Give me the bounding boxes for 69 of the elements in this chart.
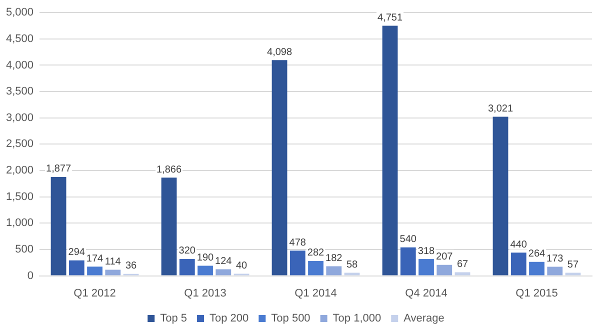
bar: [216, 269, 232, 276]
y-tick-label: 5,000: [6, 6, 34, 19]
data-label: 114: [104, 256, 122, 268]
y-tick-label: 1,500: [6, 190, 34, 203]
y-tick-label: 4,500: [6, 32, 34, 45]
data-label: 207: [436, 252, 454, 263]
data-label: 318: [418, 246, 436, 257]
data-label: 174: [86, 253, 104, 264]
data-label: 4,098: [267, 46, 292, 58]
bar: [105, 270, 121, 276]
data-label: 320: [178, 246, 196, 257]
x-tick-label: Q4 2014: [405, 287, 448, 300]
y-tick-label: 1,000: [6, 217, 34, 230]
bar: [382, 26, 398, 276]
data-label: 540: [400, 234, 417, 246]
bar: [308, 260, 324, 276]
bar: [290, 250, 306, 276]
y-tick-label: 3,000: [6, 112, 34, 124]
y-tick-label: 3,500: [6, 86, 34, 98]
data-label: 190: [196, 252, 214, 264]
data-label: 57: [567, 260, 579, 271]
bar: [400, 247, 416, 276]
bar: [344, 272, 360, 276]
bar: [565, 272, 581, 276]
data-label: 173: [546, 253, 564, 264]
bar: [87, 266, 102, 276]
y-tick-label: 4,000: [6, 59, 34, 72]
legend-label: Top 1,000: [332, 312, 382, 325]
bar: [436, 264, 452, 276]
data-label: 282: [307, 248, 325, 259]
x-tick-label: Q1 2013: [184, 287, 226, 300]
legend-label: Top 500: [271, 312, 310, 325]
bar: [547, 266, 563, 276]
legend-label: Top 5: [160, 312, 188, 325]
bar: [418, 259, 434, 276]
legend-label: Average: [404, 312, 444, 325]
bar: [179, 258, 195, 276]
bar: [510, 252, 526, 276]
y-tick-label: 2,000: [6, 164, 34, 177]
bar: [161, 178, 177, 276]
bar: [68, 260, 84, 276]
data-label: 4,751: [378, 12, 403, 24]
data-label: 67: [456, 259, 468, 270]
x-tick-label: Q1 2012: [74, 287, 116, 300]
data-label: 40: [236, 260, 248, 272]
data-label: 1,877: [46, 164, 72, 175]
data-label: 3,021: [488, 104, 514, 115]
data-label: 440: [510, 239, 528, 250]
data-label: 36: [125, 260, 138, 272]
data-label: 124: [215, 256, 232, 268]
bar: [326, 266, 342, 276]
bar: [198, 266, 213, 276]
data-label: 264: [528, 248, 546, 260]
y-tick-label: 0: [27, 270, 34, 282]
x-tick-label: Q1 2015: [516, 287, 558, 300]
data-label: 58: [346, 259, 358, 270]
bar: [529, 262, 544, 276]
y-tick-label: 2,500: [6, 138, 34, 150]
x-tick-label: Q1 2014: [294, 287, 337, 300]
bar: [272, 60, 288, 276]
y-tick-label: 500: [15, 244, 34, 256]
bar: [492, 116, 508, 276]
data-label: 1,866: [156, 164, 182, 176]
bar: [454, 272, 470, 276]
bar: [50, 176, 66, 276]
data-label: 478: [289, 237, 306, 248]
data-label: 182: [326, 252, 343, 264]
data-label: 294: [68, 247, 86, 258]
legend-label: Top 200: [210, 312, 249, 325]
